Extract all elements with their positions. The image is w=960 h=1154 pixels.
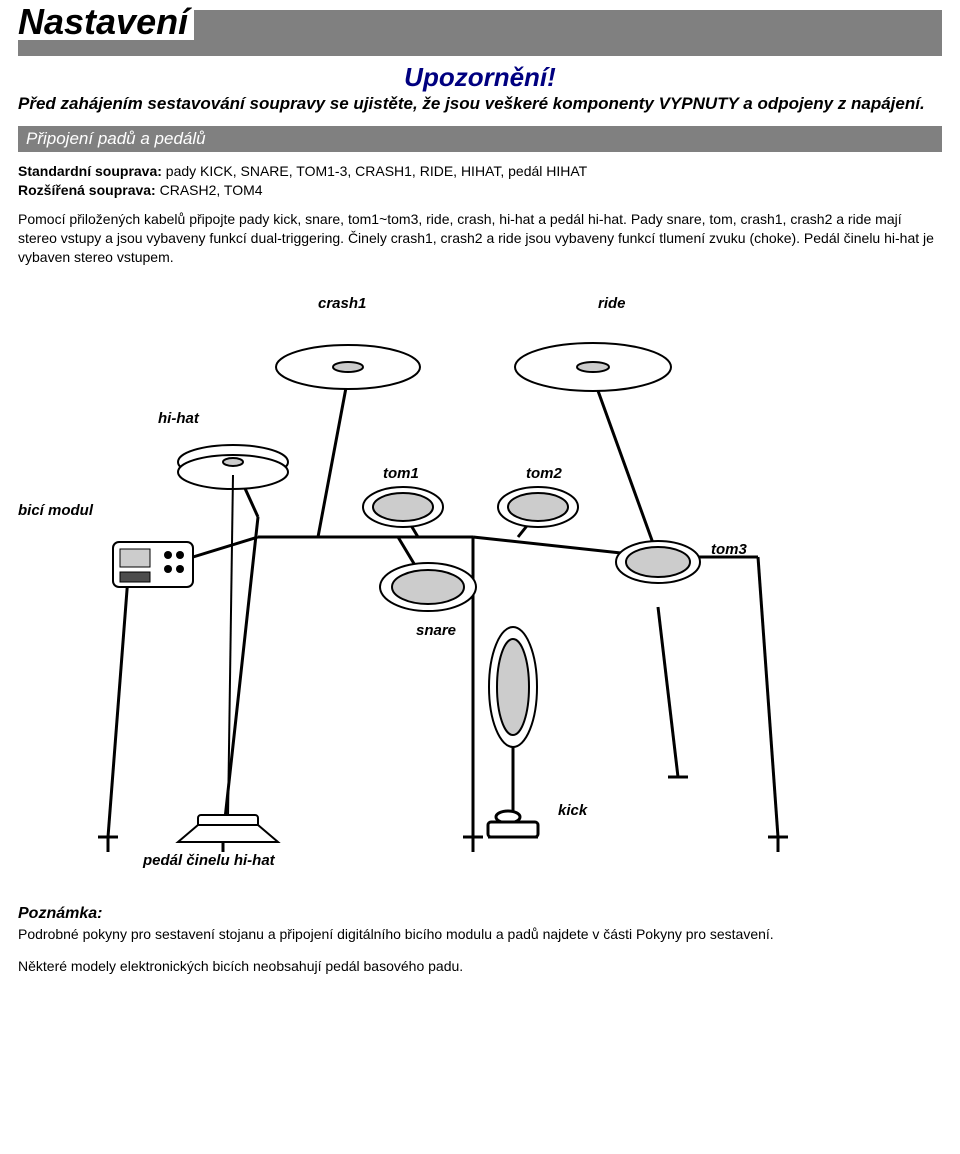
label-tom3: tom3 bbox=[711, 541, 747, 558]
main-title: Nastavení bbox=[18, 1, 188, 42]
drum-diagram: crash1 ride hi-hat tom1 tom2 tom3 snare … bbox=[18, 277, 938, 897]
intro-text: Před zahájením sestavování soupravy se u… bbox=[18, 93, 942, 114]
label-snare: snare bbox=[416, 622, 456, 639]
snare-pad bbox=[380, 563, 476, 611]
hihat-pedal bbox=[178, 475, 278, 842]
kick-pad bbox=[489, 627, 537, 747]
section-para: Pomocí přiložených kabelů připojte pady … bbox=[18, 210, 942, 267]
tom1-pad bbox=[363, 487, 443, 527]
note-footer: Některé modely elektronických bicích neo… bbox=[18, 958, 942, 974]
std-label: Standardní souprava: bbox=[18, 163, 162, 179]
label-kick: kick bbox=[558, 802, 587, 819]
module-icon bbox=[113, 542, 193, 587]
section-bar: Připojení padů a pedálů bbox=[18, 126, 942, 152]
label-tom2: tom2 bbox=[526, 465, 562, 482]
label-module: bicí modul bbox=[18, 502, 93, 519]
title-bar-inner: Nastavení bbox=[18, 4, 194, 40]
tom3-pad bbox=[616, 541, 700, 583]
label-hihat: hi-hat bbox=[158, 410, 199, 427]
label-tom1: tom1 bbox=[383, 465, 419, 482]
label-crash1: crash1 bbox=[318, 295, 366, 312]
ext-label: Rozšířená souprava: bbox=[18, 182, 156, 198]
title-bar: Nastavení bbox=[18, 10, 942, 56]
kit-lines: Standardní souprava: pady KICK, SNARE, T… bbox=[18, 162, 942, 200]
note-body: Podrobné pokyny pro sestavení stojanu a … bbox=[18, 925, 942, 944]
note-title: Poznámka: bbox=[18, 905, 942, 923]
label-pedal: pedál činelu hi-hat bbox=[143, 852, 275, 869]
std-text: pady KICK, SNARE, TOM1-3, CRASH1, RIDE, … bbox=[162, 163, 587, 179]
warning-title: Upozornění! bbox=[18, 62, 942, 93]
label-ride: ride bbox=[598, 295, 626, 312]
tom2-pad bbox=[498, 487, 578, 527]
ext-text: CRASH2, TOM4 bbox=[156, 182, 263, 198]
page: Nastavení Upozornění! Před zahájením ses… bbox=[0, 0, 960, 994]
drum-svg bbox=[18, 277, 938, 897]
